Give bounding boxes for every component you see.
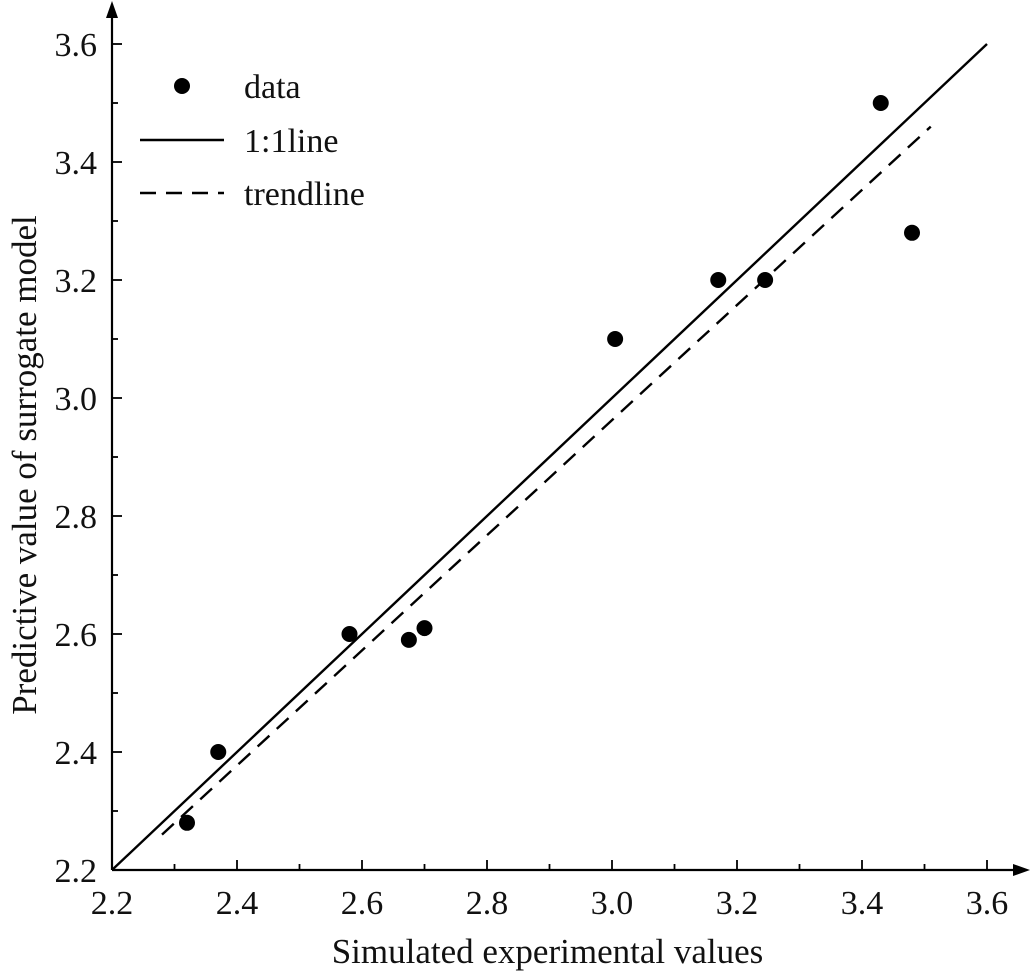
y-tick-label: 3.0 [55,381,98,418]
x-tick-label: 2.4 [216,885,259,922]
y-tick-label: 2.4 [55,735,98,772]
x-tick-label: 2.8 [466,885,509,922]
data-point [210,744,227,760]
x-tick-label: 3.6 [966,885,1009,922]
x-tick-label: 3.0 [591,885,634,922]
data-point [341,626,358,642]
y-tick-label: 2.6 [55,617,98,654]
y-axis-title: Predictive value of surrogate model [5,215,44,715]
x-tick-label: 3.2 [716,885,759,922]
y-tick-label: 2.8 [55,499,98,536]
data-point [757,272,774,288]
legend-label: 1:1line [244,123,338,160]
trend-line [161,125,932,836]
x-axis-arrow [1013,864,1030,876]
legend: data 1:1line trendline [140,69,365,213]
data-point [710,272,727,288]
data-points [179,95,920,831]
legend-label: trendline [244,176,365,213]
y-tick-label: 2.2 [55,853,98,890]
y-axis-arrow [106,1,118,18]
data-point [400,631,417,648]
x-tick-label: 2.2 [91,885,134,922]
data-point [416,620,433,637]
one-to-one-line [111,43,988,871]
data-point [607,331,624,347]
legend-marker-data [174,78,190,94]
data-point [904,224,920,241]
axis-titles: Simulated experimental values Predictive… [5,215,763,971]
lines [111,43,988,871]
data-point [179,814,195,831]
y-tick-label: 3.6 [55,27,98,64]
legend-label: data [244,69,301,106]
y-tick-label: 3.2 [55,263,98,300]
x-tick-label: 2.6 [341,885,384,922]
x-tick-label: 3.4 [841,885,884,922]
y-tick-label: 3.4 [55,145,98,182]
data-point [872,95,889,111]
axes: 2.2 2.4 2.6 2.8 3.0 3.2 3.4 3.6 2.2 2.4 2.6 2.8 3.0 3… [55,1,1030,922]
x-axis-title: Simulated experimental values [332,932,764,971]
